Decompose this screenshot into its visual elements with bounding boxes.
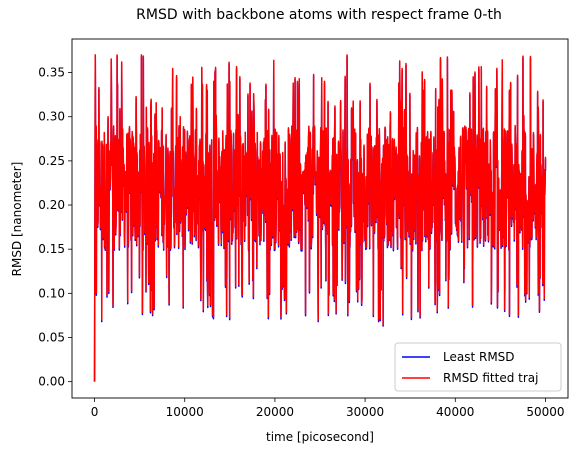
x-tick-label: 30000 [346,405,384,419]
y-tick-label: 0.25 [38,154,65,168]
legend-box [394,342,562,392]
chart-title: RMSD with backbone atoms with respect fr… [136,7,502,23]
x-axis: 0 10000 20000 30000 40000 50000 [91,398,565,419]
x-axis-label: time [picosecond] [266,430,374,444]
y-axis-label: RMSD [nanometer] [10,162,24,277]
x-tick-label: 50000 [526,405,564,419]
y-tick-label: 0.00 [38,375,65,389]
x-tick-label: 0 [91,405,99,419]
plot-area [93,54,547,382]
legend-label-rmsd-fitted: RMSD fitted traj [443,371,538,385]
x-tick-label: 10000 [166,405,204,419]
y-tick-label: 0.20 [38,198,65,212]
y-tick-label: 0.10 [38,286,65,300]
y-tick-label: 0.30 [38,110,65,124]
y-axis: 0.00 0.05 0.10 0.15 0.20 0.25 0.30 0.35 [38,66,72,389]
x-tick-label: 40000 [436,405,474,419]
x-tick-label: 20000 [256,405,294,419]
y-tick-label: 0.05 [38,331,65,345]
series-line-rmsd-fitted-traj [93,54,547,382]
legend: Least RMSD RMSD fitted traj [394,342,562,392]
y-tick-label: 0.15 [38,242,65,256]
legend-label-least-rmsd: Least RMSD [443,350,515,364]
y-tick-label: 0.35 [38,66,65,80]
plot-frame [71,38,569,399]
